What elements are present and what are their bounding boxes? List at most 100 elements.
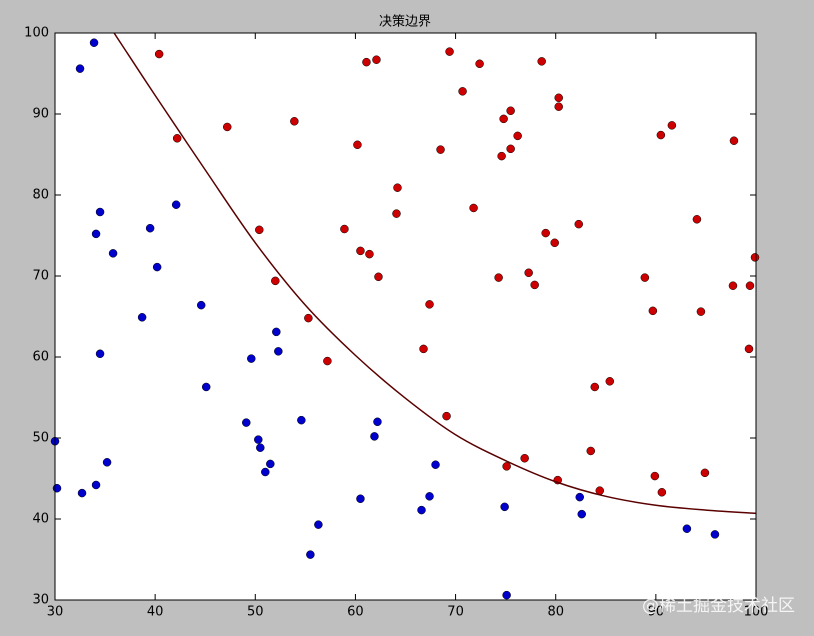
point bbox=[52, 483, 62, 493]
point bbox=[590, 382, 600, 392]
point bbox=[640, 273, 650, 282]
point bbox=[372, 55, 381, 64]
point bbox=[365, 249, 374, 259]
point bbox=[502, 590, 511, 600]
point bbox=[89, 38, 99, 47]
point bbox=[442, 411, 451, 421]
point bbox=[656, 130, 666, 140]
point bbox=[145, 223, 155, 233]
y-tick-label: 40 bbox=[32, 512, 49, 527]
point bbox=[745, 281, 755, 290]
point bbox=[520, 454, 529, 463]
point bbox=[247, 354, 256, 363]
plot-area bbox=[55, 33, 756, 600]
point bbox=[362, 57, 371, 67]
point bbox=[530, 280, 539, 290]
point bbox=[494, 273, 503, 282]
y-tick-label: 80 bbox=[32, 188, 49, 203]
point bbox=[172, 134, 182, 143]
point bbox=[373, 417, 382, 427]
point bbox=[500, 502, 509, 512]
point bbox=[392, 209, 401, 218]
point bbox=[274, 347, 283, 356]
point bbox=[728, 281, 738, 290]
y-tick-label: 70 bbox=[32, 269, 49, 284]
point bbox=[196, 300, 206, 310]
y-tick-label: 30 bbox=[32, 593, 49, 608]
point bbox=[475, 59, 484, 69]
point bbox=[425, 300, 434, 309]
point bbox=[744, 344, 754, 354]
point bbox=[682, 524, 692, 533]
point bbox=[272, 327, 281, 337]
point bbox=[554, 93, 563, 103]
point bbox=[271, 276, 280, 286]
point bbox=[370, 432, 379, 441]
point bbox=[356, 246, 365, 256]
point bbox=[502, 462, 511, 471]
point bbox=[242, 418, 251, 427]
point bbox=[108, 249, 118, 258]
point bbox=[541, 228, 550, 238]
point bbox=[554, 102, 563, 111]
point bbox=[506, 106, 515, 116]
point bbox=[499, 114, 508, 124]
point bbox=[340, 224, 349, 234]
point bbox=[537, 57, 546, 66]
x-tick-label: 80 bbox=[547, 605, 564, 620]
point bbox=[95, 349, 105, 359]
point bbox=[91, 229, 101, 239]
point bbox=[306, 550, 315, 559]
point bbox=[256, 443, 265, 452]
point bbox=[513, 131, 522, 141]
point bbox=[710, 530, 720, 539]
point bbox=[497, 151, 506, 161]
point bbox=[304, 313, 313, 323]
point bbox=[222, 122, 232, 132]
point bbox=[95, 207, 105, 217]
point bbox=[393, 183, 402, 192]
point bbox=[445, 47, 454, 56]
point bbox=[102, 458, 112, 467]
point bbox=[137, 313, 147, 322]
y-tick-label: 90 bbox=[32, 107, 49, 122]
point bbox=[154, 49, 164, 59]
point bbox=[700, 468, 710, 478]
point bbox=[436, 145, 445, 154]
y-tick-label: 50 bbox=[32, 431, 49, 446]
point bbox=[696, 307, 706, 316]
point bbox=[574, 219, 583, 229]
point bbox=[171, 200, 181, 209]
x-tick-label: 60 bbox=[347, 605, 364, 620]
point bbox=[261, 467, 270, 477]
y-tick-label: 100 bbox=[24, 26, 49, 41]
point bbox=[431, 460, 440, 469]
point bbox=[323, 356, 332, 366]
point bbox=[550, 238, 559, 248]
point bbox=[314, 520, 323, 529]
point bbox=[201, 382, 211, 392]
x-tick-label: 70 bbox=[447, 605, 464, 620]
chart-title: 决策边界 bbox=[379, 14, 431, 30]
plot-frame bbox=[54, 32, 757, 601]
point bbox=[297, 415, 306, 425]
boundary-line bbox=[113, 33, 756, 515]
point bbox=[577, 509, 587, 519]
point bbox=[657, 488, 667, 497]
point bbox=[506, 144, 515, 154]
point bbox=[648, 306, 658, 316]
point bbox=[356, 494, 365, 503]
watermark: @稀土掘金技术社区 bbox=[642, 596, 795, 616]
point bbox=[266, 459, 275, 469]
point bbox=[458, 87, 467, 96]
point bbox=[605, 377, 615, 386]
point bbox=[75, 64, 85, 73]
point bbox=[255, 225, 264, 235]
point bbox=[419, 344, 428, 354]
point bbox=[290, 117, 299, 126]
point bbox=[152, 262, 162, 272]
point bbox=[586, 446, 596, 456]
point bbox=[575, 492, 584, 502]
point bbox=[469, 203, 478, 213]
